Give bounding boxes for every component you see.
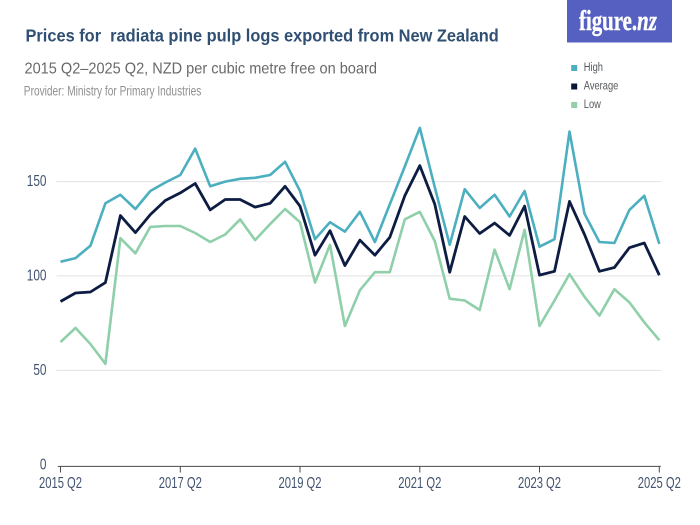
svg-text:0: 0 <box>40 455 47 473</box>
svg-text:High: High <box>584 61 603 74</box>
svg-text:100: 100 <box>27 266 47 284</box>
svg-text:2021 Q2: 2021 Q2 <box>398 473 441 492</box>
svg-text:2023 Q2: 2023 Q2 <box>518 473 561 492</box>
svg-text:2025 Q2: 2025 Q2 <box>638 473 681 492</box>
svg-text:2015 Q2: 2015 Q2 <box>39 473 82 492</box>
svg-text:Average: Average <box>584 80 619 93</box>
svg-text:figure.nz: figure.nz <box>579 6 657 37</box>
svg-text:Low: Low <box>584 98 601 111</box>
svg-text:Provider: Ministry for Primary: Provider: Ministry for Primary Industrie… <box>24 83 202 99</box>
svg-text:2017 Q2: 2017 Q2 <box>159 473 202 492</box>
svg-text:Prices for radiata pine pulp: Prices for radiata pine pulp logs export… <box>26 25 499 46</box>
svg-text:50: 50 <box>33 360 46 378</box>
svg-text:2015 Q2–2025 Q2, NZD per cubic: 2015 Q2–2025 Q2, NZD per cubic metre fre… <box>25 60 377 78</box>
svg-text:2019 Q2: 2019 Q2 <box>278 473 321 492</box>
svg-text:150: 150 <box>27 171 47 189</box>
